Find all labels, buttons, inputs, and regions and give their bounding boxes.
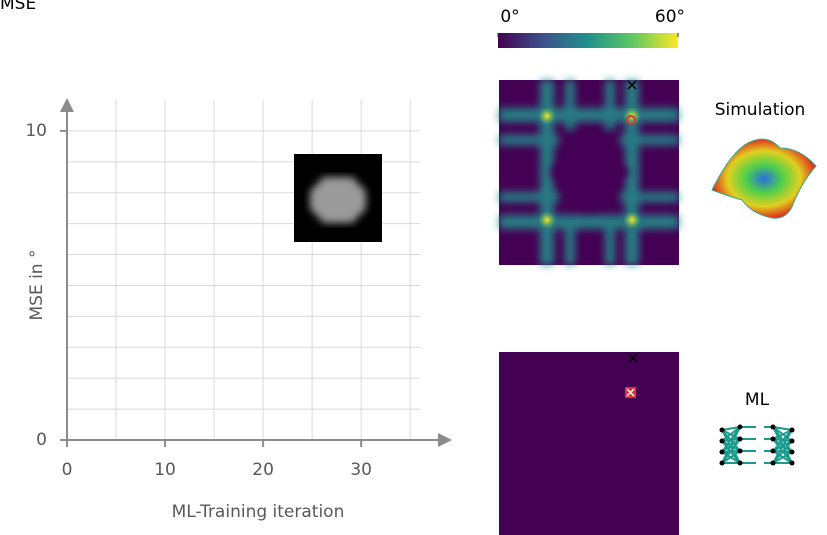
colorbar-ticks: 0° 60°: [498, 7, 685, 37]
network-node: [720, 450, 725, 455]
y-tick-label: 10: [25, 121, 47, 141]
panel-label: Simulation: [715, 100, 806, 120]
network-node: [738, 461, 743, 466]
x-tick-label: 20: [252, 460, 274, 480]
network-icon: [720, 425, 795, 466]
network-node: [790, 439, 795, 444]
colorbar: [498, 33, 678, 48]
x-axis-label: ML-Training iteration: [172, 502, 345, 522]
inset-shape: [310, 177, 366, 223]
plot: 0 10 20 30 0 10: [25, 98, 452, 480]
y-axis-arrow: [60, 98, 74, 112]
network-node: [738, 425, 743, 430]
network-node: [771, 425, 776, 430]
network-node: [720, 428, 725, 433]
colorbar-tick-label: 60°: [655, 7, 685, 27]
heatmap-simulation: [499, 80, 679, 265]
network-node: [790, 461, 795, 466]
heatmap-ml: [499, 352, 679, 535]
y-tick-label: 0: [36, 430, 47, 450]
y-axis-label: MSE in °: [27, 249, 47, 320]
network-node: [738, 437, 743, 442]
network-node: [738, 449, 743, 454]
colorbar-tick-label: 0°: [500, 7, 519, 27]
simulation-icon: [712, 139, 816, 218]
chart-title: MSE: [0, 0, 36, 14]
panel-label: ML: [745, 390, 770, 410]
network-node: [720, 461, 725, 466]
network-node: [771, 461, 776, 466]
network-node: [720, 439, 725, 444]
network-node: [790, 428, 795, 433]
x-tick-label: 0: [62, 460, 73, 480]
x-tick-label: 10: [154, 460, 176, 480]
network-node: [771, 449, 776, 454]
x-axis-arrow: [438, 433, 452, 447]
network-node: [771, 437, 776, 442]
network-node: [790, 450, 795, 455]
figure: MSE 0 10 20 30 0 10 ML-Training iteration MSE…: [0, 0, 827, 535]
x-tick-label: 30: [350, 460, 372, 480]
